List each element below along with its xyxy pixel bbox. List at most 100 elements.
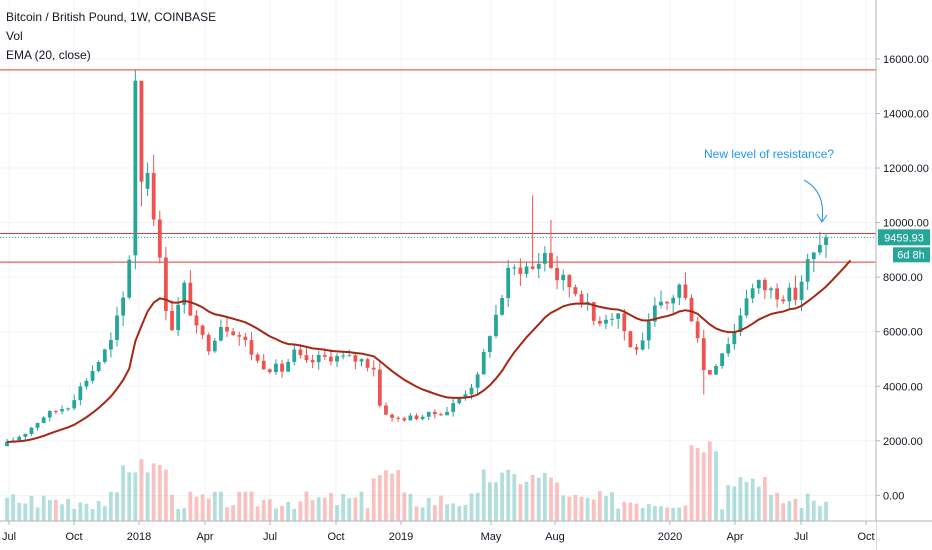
- candle-body: [90, 370, 95, 381]
- volume-bar: [646, 503, 651, 521]
- annotation-arrowhead: [816, 213, 828, 223]
- candle-body: [579, 294, 584, 305]
- candle-body: [310, 360, 315, 363]
- volume-bar: [261, 500, 266, 521]
- candle-body: [396, 417, 401, 419]
- candle-body: [750, 288, 755, 299]
- candle-body: [35, 423, 40, 428]
- volume-bar: [47, 499, 52, 521]
- candle-body: [102, 349, 107, 362]
- candle-body: [512, 267, 517, 269]
- candle-body: [646, 321, 651, 341]
- volume-bar: [775, 492, 779, 521]
- candle-body: [530, 266, 535, 269]
- candle-body: [414, 415, 419, 420]
- volume-bar: [726, 485, 731, 521]
- volume-bar: [604, 495, 608, 521]
- volume-bar: [420, 507, 425, 521]
- candle-body: [597, 320, 602, 324]
- volume-bar: [11, 494, 16, 521]
- volume-bar: [157, 465, 162, 521]
- candle-body: [298, 349, 303, 356]
- volume-bar: [481, 469, 486, 521]
- candle-body: [225, 327, 229, 332]
- candle-body: [200, 325, 205, 335]
- candle-body: [707, 370, 712, 375]
- candle-body: [212, 340, 217, 352]
- candle-body: [109, 339, 113, 350]
- volume-bar: [384, 470, 388, 521]
- volume-bar: [512, 473, 517, 521]
- volume-bar: [628, 502, 633, 521]
- candle-body: [652, 305, 657, 322]
- candles: [5, 69, 828, 447]
- candle-body: [408, 415, 413, 421]
- volume-bar: [267, 499, 272, 521]
- y-tick-label: 10000.00: [883, 218, 929, 230]
- candle-body: [604, 319, 608, 324]
- time-axis-bg: [0, 521, 876, 550]
- volume-bar: [335, 504, 339, 521]
- volume-bar: [610, 492, 614, 521]
- volume-bar: [329, 492, 333, 521]
- candle-body: [17, 436, 22, 441]
- x-tick-label: Apr: [196, 531, 213, 543]
- candle-body: [549, 253, 553, 268]
- volume-bar: [133, 472, 138, 521]
- candle-body: [445, 411, 449, 416]
- volume-bar: [5, 497, 9, 521]
- candle-body: [481, 352, 486, 375]
- candle-body: [127, 259, 132, 298]
- volume-bar: [292, 508, 297, 521]
- volume-bar: [194, 496, 199, 521]
- x-tick-label: Oct: [65, 531, 82, 543]
- volume-bar: [579, 496, 584, 521]
- volume-bar: [23, 503, 28, 521]
- candle-body: [432, 411, 437, 415]
- candle-body: [762, 280, 767, 291]
- volume-bar: [506, 469, 511, 521]
- candle-body: [714, 366, 718, 375]
- candle-body: [359, 359, 364, 362]
- volume-bar: [54, 499, 58, 521]
- candle-body: [96, 361, 101, 371]
- volume-bar: [188, 491, 193, 521]
- volume-bar: [475, 492, 480, 521]
- volume-bar: [591, 499, 596, 521]
- x-tick-label: 2019: [389, 531, 413, 543]
- volume-bar: [518, 484, 523, 521]
- candle-body: [170, 310, 174, 331]
- candle-body: [121, 297, 126, 316]
- candle-body: [720, 353, 724, 367]
- volume-bar: [121, 465, 126, 521]
- x-tick-label: Aug: [545, 531, 565, 543]
- volume-bar: [500, 472, 504, 521]
- volume-bar: [659, 506, 663, 521]
- volume-bar: [439, 495, 443, 521]
- candle-body: [377, 369, 382, 406]
- volume-bar: [231, 505, 236, 521]
- candle-body: [292, 349, 297, 362]
- volume-bar: [402, 492, 407, 521]
- candle-body: [322, 354, 327, 357]
- candle-body: [640, 340, 645, 350]
- ema-line: [6, 259, 852, 443]
- candle-body: [561, 274, 566, 281]
- candle-body: [695, 321, 700, 339]
- candle-body: [689, 297, 694, 322]
- y-tick-label: 8000.00: [883, 272, 923, 284]
- y-tick-label: 4000.00: [883, 381, 923, 393]
- volume-bar: [744, 482, 749, 521]
- volume-bar: [762, 476, 767, 521]
- candle-body: [54, 411, 58, 413]
- volume-bar: [316, 497, 321, 521]
- y-tick-label: 12000.00: [883, 163, 929, 175]
- candle-body: [542, 253, 547, 264]
- volume-bar: [469, 493, 474, 521]
- volume-bar: [585, 497, 590, 521]
- volume-bar: [671, 507, 676, 521]
- candle-body: [506, 267, 511, 299]
- candle-body: [487, 336, 492, 353]
- candle-body: [805, 259, 810, 282]
